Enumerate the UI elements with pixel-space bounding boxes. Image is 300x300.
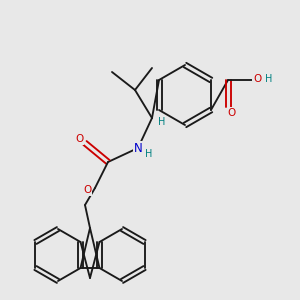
Text: O: O (253, 74, 261, 84)
Text: H: H (145, 149, 153, 159)
Text: N: N (134, 142, 142, 154)
Text: O: O (228, 108, 236, 118)
Text: O: O (75, 134, 83, 144)
Text: H: H (265, 74, 273, 84)
Text: O: O (83, 185, 91, 195)
Text: H: H (158, 117, 166, 127)
